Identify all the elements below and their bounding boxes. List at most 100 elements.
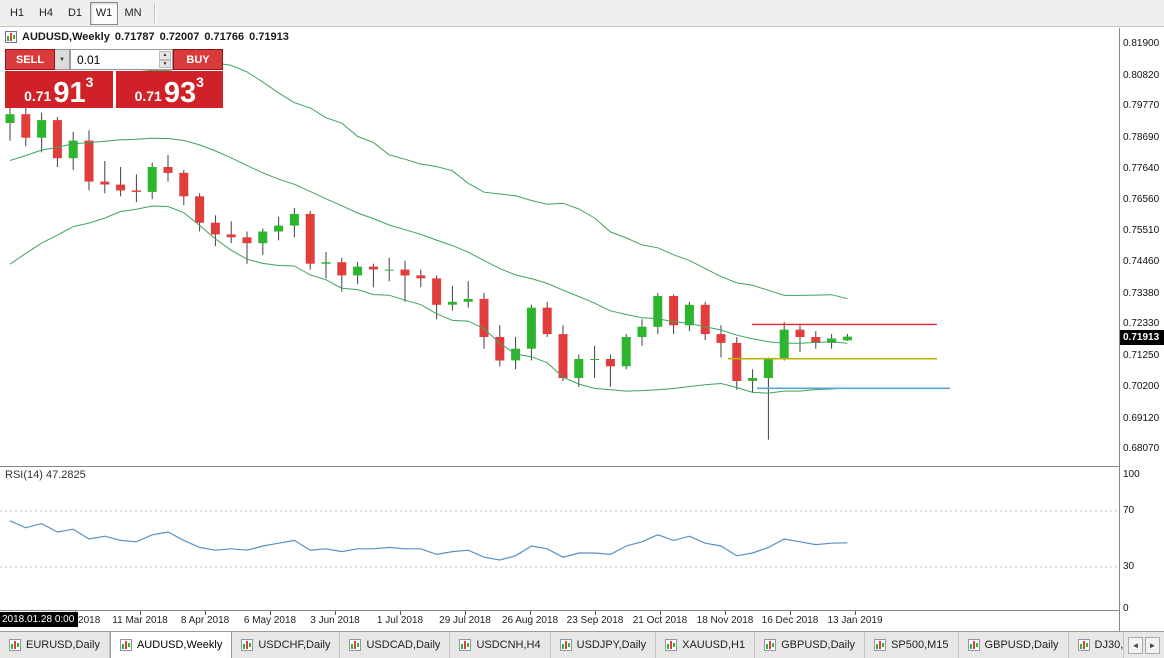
rsi-scale-label: 100 — [1123, 469, 1140, 480]
bearish-candle — [811, 337, 821, 343]
chart-tab-label: USDCHF,Daily — [258, 639, 331, 651]
chart-tab-usdcnh-h4[interactable]: USDCNH,H4 — [450, 632, 551, 658]
volume-down-button[interactable]: ▼ — [159, 59, 171, 68]
bullish-candle — [321, 262, 331, 264]
bearish-candle — [542, 307, 552, 335]
volume-up-button[interactable]: ▲ — [159, 51, 171, 60]
bullish-candle — [779, 329, 789, 359]
bullish-candle — [574, 359, 584, 379]
buy-button[interactable]: BUY — [173, 49, 223, 70]
price-axis-label: 0.69120 — [1123, 412, 1160, 424]
timeframe-button-d1[interactable]: D1 — [67, 7, 83, 19]
chart-tab-label: EURUSD,Daily — [26, 639, 100, 651]
volume-input[interactable]: 0.01 ▲ ▼ — [70, 49, 173, 70]
chart-tab-usdchf-daily[interactable]: USDCHF,Daily — [232, 632, 341, 658]
chart-tab-gbpusd-daily[interactable]: GBPUSD,Daily — [755, 632, 866, 658]
tabs-scroll-left-button[interactable]: ◄ — [1128, 636, 1143, 654]
chart-window-icon — [5, 31, 17, 43]
chart-area: AUDUSD,Weekly 0.71787 0.72007 0.71766 0.… — [0, 28, 1119, 466]
chart-tab-icon — [559, 639, 572, 651]
chart-tab-sp500-m15[interactable]: SP500,M15 — [865, 632, 959, 658]
bullish-candle — [653, 296, 663, 327]
panel-divider[interactable] — [0, 466, 1164, 467]
time-axis-tick — [335, 611, 336, 615]
chart-tab-icon — [967, 639, 980, 651]
chart-tab-audusd-weekly[interactable]: AUDUSD,Weekly — [109, 632, 233, 658]
rsi-scale-label: 70 — [1123, 505, 1135, 516]
spin-down-icon: ▼ — [162, 60, 168, 67]
time-axis-tick — [855, 611, 856, 615]
bullish-candle — [748, 378, 758, 381]
rsi-chart[interactable] — [0, 467, 1119, 610]
chart-tab-eurusd-daily[interactable]: EURUSD,Daily — [0, 632, 110, 658]
price-axis-label: 0.68070 — [1123, 443, 1160, 455]
timeframe-button-w1[interactable]: W1 — [90, 1, 118, 25]
chart-tab-xauusd-h1[interactable]: XAUUSD,H1 — [656, 632, 756, 658]
candlestick-chart[interactable] — [0, 28, 1119, 466]
chart-tab-icon — [665, 639, 678, 651]
bid-big-digits: 91 — [53, 77, 86, 109]
ask-prefix: 0.71 — [134, 88, 162, 104]
bearish-candle — [795, 329, 805, 337]
bearish-candle — [305, 213, 315, 264]
chart-tab-icon — [459, 639, 472, 651]
bullish-candle — [353, 266, 363, 276]
chart-tab-dj30-h4[interactable]: DJ30,H4 — [1069, 632, 1123, 658]
price-axis-label: 0.72330 — [1123, 318, 1160, 330]
price-axis[interactable]: 0.71913 0.81900 0.80820 0.79770 0.78690 0.77… — [1119, 28, 1164, 631]
chart-tab-label: GBPUSD,Daily — [781, 639, 856, 651]
bearish-candle — [605, 359, 615, 367]
price-axis-label: 0.77640 — [1123, 162, 1160, 174]
bollinger-lower-band — [9, 205, 848, 394]
chart-tab-icon — [874, 639, 887, 651]
chart-tab-gbpusd-daily[interactable]: GBPUSD,Daily — [959, 632, 1069, 658]
time-axis-label: 29 Jul 2018 — [439, 615, 491, 626]
chart-tab-bar: EURUSD,Daily AUDUSD,Weekly USDCHF,Daily USD… — [0, 631, 1164, 658]
ohlc-low: 0.71766 — [204, 31, 245, 43]
buy-price-display[interactable]: 0.71 93 3 — [115, 71, 223, 108]
bullish-candle — [37, 120, 47, 138]
time-axis-tick — [140, 611, 141, 615]
chart-tab-label: AUDUSD,Weekly — [136, 639, 223, 651]
price-axis-label: 0.70200 — [1123, 380, 1160, 392]
bullish-candle — [68, 140, 78, 159]
bearish-candle — [400, 269, 410, 276]
time-axis-tick — [725, 611, 726, 615]
bearish-candle — [732, 342, 742, 381]
rsi-panel: RSI(14) 47.2825 — [0, 467, 1119, 610]
time-axis-tick — [790, 611, 791, 615]
volume-value: 0.01 — [77, 52, 101, 67]
timeframe-button-h4[interactable]: H4 — [38, 7, 54, 19]
time-axis-label: 26 Aug 2018 — [501, 615, 559, 626]
tabs-scroll-right-button[interactable]: ► — [1145, 636, 1160, 654]
sell-button[interactable]: SELL — [5, 49, 55, 70]
bearish-candle — [226, 234, 236, 238]
timeframe-button-mn[interactable]: MN — [124, 7, 142, 19]
bearish-candle — [416, 275, 426, 279]
sell-price-display[interactable]: 0.71 91 3 — [5, 71, 113, 108]
bullish-candle — [384, 269, 394, 271]
chart-tab-icon — [9, 639, 21, 651]
crosshair-date-badge: 2018.01.28 0:00 — [0, 612, 79, 627]
timeframe-button-h1[interactable]: H1 — [9, 7, 25, 19]
chart-tab-usdjpy-daily[interactable]: USDJPY,Daily — [551, 632, 657, 658]
chart-tab-icon — [119, 639, 132, 651]
time-axis-tick — [660, 611, 661, 615]
chart-tab-icon — [764, 639, 777, 651]
bullish-candle — [258, 231, 268, 244]
chart-tab-usdcad-daily[interactable]: USDCAD,Daily — [340, 632, 451, 658]
bollinger-middle-band — [9, 137, 848, 344]
ask-pipette: 3 — [196, 74, 204, 90]
volume-stepper: ▲ ▼ — [159, 51, 171, 68]
bullish-candle — [463, 298, 473, 302]
price-axis-label: 0.74460 — [1123, 256, 1160, 267]
volume-dropdown-button[interactable]: ▼ — [55, 49, 70, 70]
toolbar-separator — [154, 3, 156, 23]
bearish-candle — [337, 262, 347, 276]
chart-tab-label: USDCAD,Daily — [366, 639, 441, 651]
rsi-line — [9, 520, 848, 561]
time-axis-label: 16 Dec 2018 — [761, 615, 819, 626]
rsi-indicator-label: RSI(14) 47.2825 — [5, 469, 86, 481]
